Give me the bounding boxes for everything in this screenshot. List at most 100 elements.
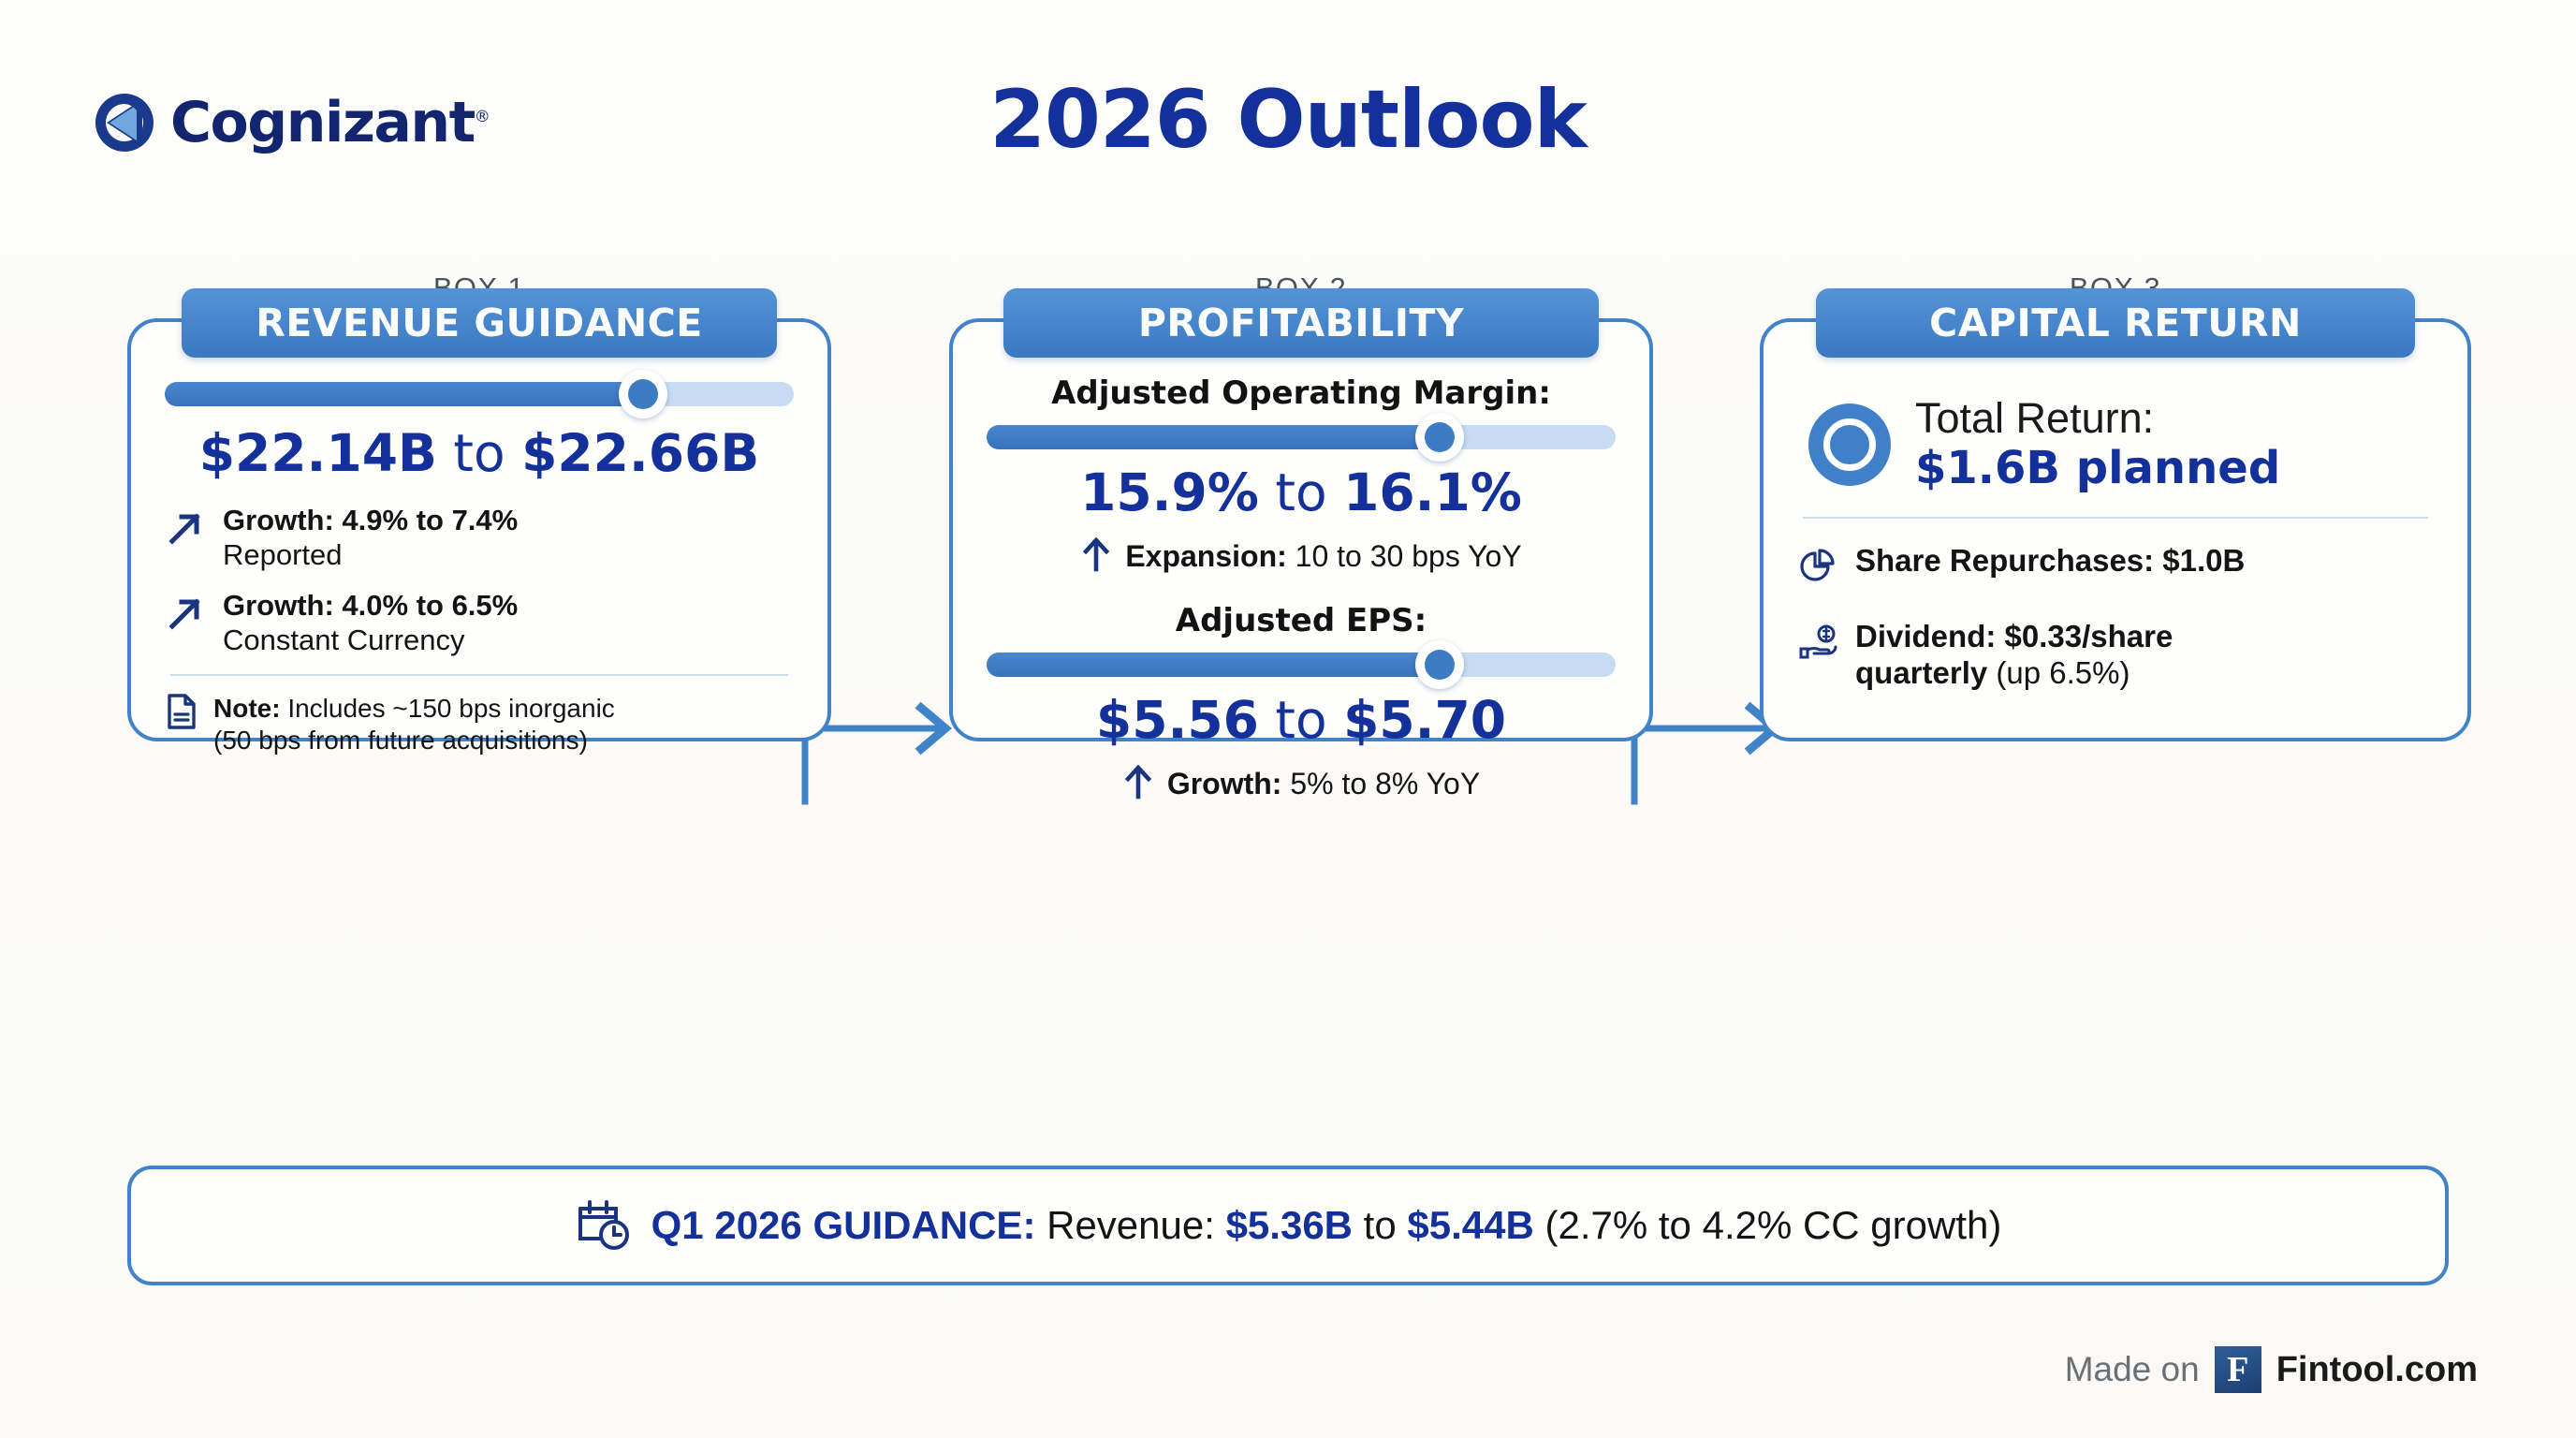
bullet-growth-cc-rest: Constant Currency xyxy=(223,623,465,656)
revenue-range-low: $22.14B xyxy=(198,423,437,483)
total-return-row: Total Return: $1.6B planned xyxy=(1797,395,2434,494)
pie-chart-icon xyxy=(1797,543,1840,591)
revenue-range-high: $22.66B xyxy=(521,423,760,483)
expansion-text: Expansion: 10 to 30 bps YoY xyxy=(1125,539,1521,574)
revenue-note-text: Note: Includes ~150 bps inorganic (50 bp… xyxy=(213,693,615,756)
total-return-text: Total Return: $1.6B planned xyxy=(1915,395,2280,494)
adjusted-eps-slider[interactable] xyxy=(987,640,1616,689)
expansion-row: Expansion: 10 to 30 bps YoY xyxy=(987,536,1616,578)
box-header-chip-3: CAPITAL RETURN xyxy=(1816,288,2415,358)
box-body-3: Total Return: $1.6B planned Share Repurc… xyxy=(1764,322,2467,738)
box-header-chip-1: REVENUE GUIDANCE xyxy=(182,288,777,358)
box-profitability: BOX 2 PROFITABILITY Adjusted Operating M… xyxy=(949,271,1653,800)
eps-growth-row: Growth: 5% to 8% YoY xyxy=(987,763,1616,805)
cognizant-logo: Cognizant® xyxy=(94,90,490,155)
adjusted-eps-low: $5.56 xyxy=(1095,690,1259,750)
expansion-rest: 10 to 30 bps YoY xyxy=(1286,539,1522,573)
total-return-label: Total Return: xyxy=(1915,394,2155,442)
bullet-growth-reported-bold: Growth: 4.9% to 7.4% xyxy=(223,504,519,536)
bullet-dividend-bold2: quarterly xyxy=(1855,655,1988,691)
bullet-growth-reported-rest: Reported xyxy=(223,537,343,571)
cognizant-c-logo xyxy=(94,92,155,154)
operating-margin-slider-fill xyxy=(987,425,1440,449)
q1-guidance-bar: Q1 2026 GUIDANCE: Revenue: $5.36B to $5.… xyxy=(127,1166,2449,1285)
document-icon xyxy=(165,693,198,735)
box3-divider xyxy=(1803,517,2428,520)
revenue-range: $22.14B to $22.66B xyxy=(165,423,794,483)
arrow-up-right-icon xyxy=(165,504,208,553)
expansion-bold: Expansion: xyxy=(1125,539,1287,573)
total-return-value: $1.6B planned xyxy=(1915,441,2281,494)
box-header-label-2: PROFITABILITY xyxy=(1137,301,1465,345)
bullet-dividend-bold: Dividend: $0.33/share xyxy=(1855,619,2174,654)
hand-money-icon xyxy=(1797,619,1840,667)
adjusted-eps-slider-knob[interactable] xyxy=(1414,640,1464,689)
q1-guidance-sep: to xyxy=(1353,1203,1408,1247)
calendar-clock-icon xyxy=(575,1196,631,1256)
box1-divider xyxy=(170,674,788,677)
bullet-growth-reported: Growth: 4.9% to 7.4% Reported xyxy=(165,504,794,572)
made-on-fintool[interactable]: Made on F Fintool.com xyxy=(2065,1346,2478,1393)
bullet-growth-cc: Growth: 4.0% to 6.5% Constant Currency xyxy=(165,589,794,657)
box-frame-1: REVENUE GUIDANCE $22.14B to $22.66B xyxy=(127,288,831,755)
fintool-logo-icon: F xyxy=(2214,1346,2261,1393)
page-title: 2026 Outlook xyxy=(989,73,1588,167)
target-circle-icon xyxy=(1808,404,1891,487)
adjusted-eps-label: Adjusted EPS: xyxy=(1175,602,1427,639)
arrow-up-icon xyxy=(1080,536,1112,578)
box-header-chip-2: PROFITABILITY xyxy=(1003,288,1599,358)
eps-growth-rest: 5% to 8% YoY xyxy=(1281,767,1481,800)
revenue-note-bold: Note: xyxy=(213,694,281,724)
box-body-1: $22.14B to $22.66B Growth: 4.9% to 7.4% … xyxy=(131,322,827,755)
box-frame-2: PROFITABILITY Adjusted Operating Margin:… xyxy=(949,288,1653,800)
registered-mark: ® xyxy=(474,108,490,126)
bullet-share-repurchases: Share Repurchases: $1.0B xyxy=(1797,543,2434,591)
q1-guidance-text: Q1 2026 GUIDANCE: Revenue: $5.36B to $5.… xyxy=(651,1203,2002,1248)
bullet-dividend-text: Dividend: $0.33/share quarterly (up 6.5%… xyxy=(1855,619,2173,692)
revenue-note-line2: (50 bps from future acquisitions) xyxy=(213,725,588,755)
bullet-growth-cc-text: Growth: 4.0% to 6.5% Constant Currency xyxy=(223,589,518,657)
revenue-slider-fill xyxy=(165,382,643,406)
bullet-dividend: Dividend: $0.33/share quarterly (up 6.5%… xyxy=(1797,619,2434,692)
adjusted-eps-sep: to xyxy=(1258,690,1344,750)
revenue-note-line1: Includes ~150 bps inorganic xyxy=(280,694,615,724)
operating-margin-slider[interactable] xyxy=(987,413,1616,462)
bullet-growth-cc-bold: Growth: 4.0% to 6.5% xyxy=(223,589,519,623)
q1-guidance-low: $5.36B xyxy=(1225,1203,1354,1247)
box-frame-3: CAPITAL RETURN Total Return: $1.6B plann… xyxy=(1760,288,2471,741)
box-revenue-guidance: BOX 1 REVENUE GUIDANCE $22.14B to $22.66… xyxy=(127,271,831,755)
adjusted-eps-slider-fill xyxy=(987,653,1440,677)
fintool-site-label: Fintool.com xyxy=(2276,1349,2478,1389)
bullet-dividend-rest: (up 6.5%) xyxy=(1987,655,2130,691)
bullet-growth-reported-text: Growth: 4.9% to 7.4% Reported xyxy=(223,504,518,572)
eps-growth-bold: Growth: xyxy=(1166,767,1282,800)
adjusted-eps-range: $5.56 to $5.70 xyxy=(987,690,1616,750)
cognizant-wordmark: Cognizant® xyxy=(170,90,490,155)
eps-growth-text: Growth: 5% to 8% YoY xyxy=(1167,767,1480,801)
revenue-note: Note: Includes ~150 bps inorganic (50 bp… xyxy=(165,693,794,756)
bullet-share-repurchases-bold: Share Repurchases: $1.0B xyxy=(1855,543,2246,579)
adjusted-eps-high: $5.70 xyxy=(1343,690,1507,750)
arrow-up-right-icon xyxy=(165,589,208,638)
box-capital-return: BOX 3 CAPITAL RETURN Total Return: $1.6B… xyxy=(1760,271,2471,741)
box-header-label-3: CAPITAL RETURN xyxy=(1929,301,2302,345)
operating-margin-label: Adjusted Operating Margin: xyxy=(1051,374,1551,412)
operating-margin-low: 15.9% xyxy=(1080,462,1259,522)
revenue-slider[interactable] xyxy=(165,370,794,418)
q1-guidance-label: Q1 2026 GUIDANCE: xyxy=(651,1203,1036,1247)
q1-guidance-suffix: (2.7% to 4.2% CC growth) xyxy=(1533,1203,2002,1247)
operating-margin-sep: to xyxy=(1258,462,1344,522)
box-header-label-1: REVENUE GUIDANCE xyxy=(256,301,703,345)
operating-margin-high: 16.1% xyxy=(1343,462,1522,522)
revenue-bullets: Growth: 4.9% to 7.4% Reported Growth: 4.… xyxy=(165,504,794,657)
revenue-slider-knob[interactable] xyxy=(618,370,667,418)
revenue-range-sep: to xyxy=(436,423,522,483)
arrow-up-icon xyxy=(1122,763,1154,805)
operating-margin-slider-knob[interactable] xyxy=(1414,413,1464,462)
bullet-share-repurchases-text: Share Repurchases: $1.0B xyxy=(1855,543,2245,580)
made-on-label: Made on xyxy=(2064,1350,2200,1388)
q1-guidance-prefix: Revenue: xyxy=(1035,1203,1226,1247)
q1-guidance-high: $5.44B xyxy=(1407,1203,1534,1247)
operating-margin-range: 15.9% to 16.1% xyxy=(987,462,1616,522)
